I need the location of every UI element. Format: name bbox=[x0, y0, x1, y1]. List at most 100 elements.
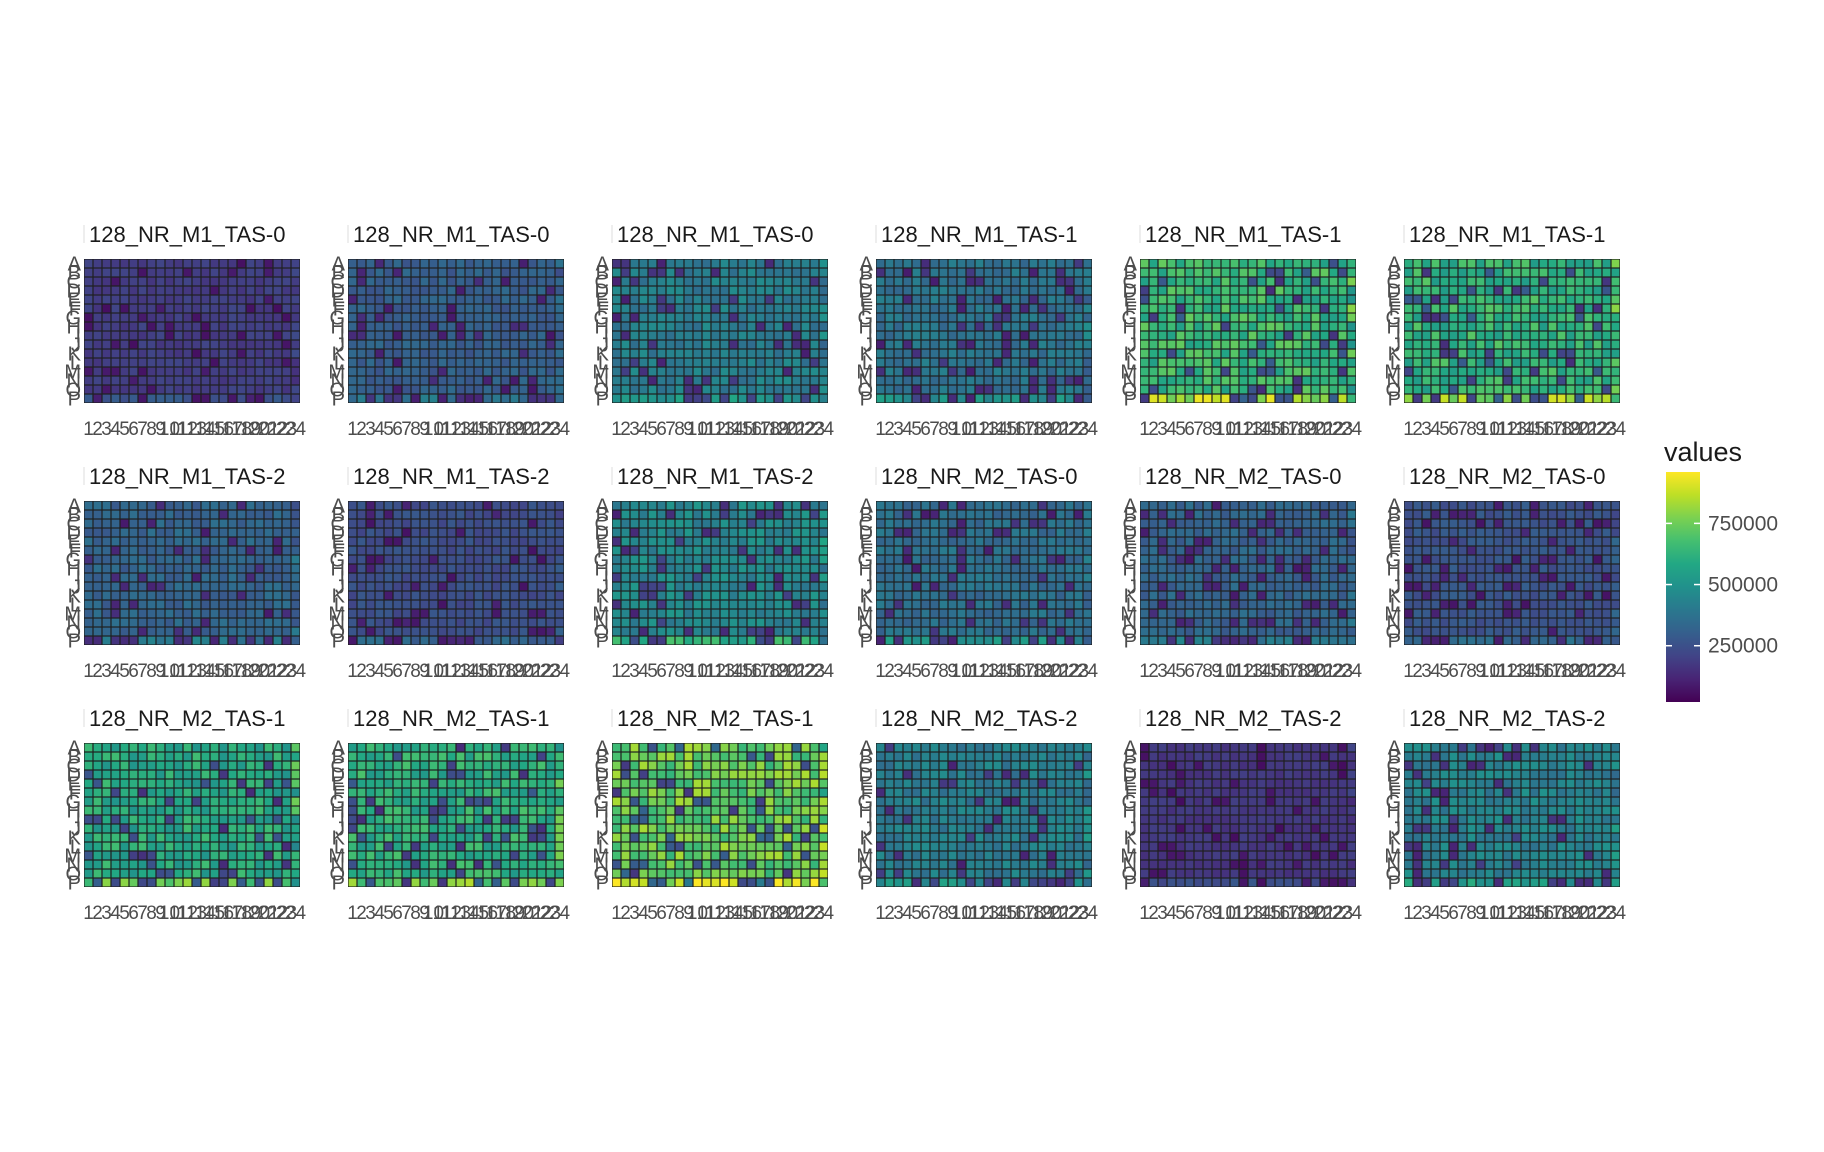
heatmap-cell bbox=[510, 367, 519, 376]
heatmap-cell bbox=[348, 367, 357, 376]
heatmap-cell bbox=[393, 636, 402, 645]
heatmap-cell bbox=[510, 546, 519, 555]
heatmap-cell bbox=[702, 385, 711, 394]
heatmap-cell bbox=[147, 277, 156, 286]
heatmap-cell bbox=[219, 295, 228, 304]
heatmap-cell bbox=[456, 546, 465, 555]
column-tick-label: 16 bbox=[477, 419, 498, 440]
heatmap-cell bbox=[903, 349, 912, 358]
heatmap-cell bbox=[765, 331, 774, 340]
heatmap-cell bbox=[273, 268, 282, 277]
heatmap-cell bbox=[411, 394, 420, 403]
heatmap-cell bbox=[975, 573, 984, 582]
heatmap-cell bbox=[630, 358, 639, 367]
heatmap-cell bbox=[1239, 304, 1248, 313]
heatmap-cell bbox=[1257, 295, 1266, 304]
column-tick-label: 4 bbox=[902, 419, 913, 440]
heatmap-cell bbox=[738, 537, 747, 546]
heatmap-cell bbox=[1074, 519, 1083, 528]
heatmap-cell bbox=[729, 367, 738, 376]
row-tick-label: B bbox=[860, 505, 873, 527]
heatmap-cell bbox=[393, 268, 402, 277]
heatmap-cell bbox=[1266, 582, 1275, 591]
heatmap-cell bbox=[885, 618, 894, 627]
row-tick-label: N bbox=[331, 613, 345, 635]
column-tick-label: 17 bbox=[750, 661, 771, 682]
heatmap-cell bbox=[291, 349, 300, 358]
heatmap-cell bbox=[192, 376, 201, 385]
heatmap-cell bbox=[210, 600, 219, 609]
heatmap-cell bbox=[885, 322, 894, 331]
heatmap-cell bbox=[1485, 304, 1494, 313]
heatmap-cell bbox=[630, 331, 639, 340]
heatmap-cell bbox=[666, 591, 675, 600]
heatmap-cell bbox=[876, 268, 885, 277]
heatmap-cell bbox=[903, 385, 912, 394]
heatmap-cell bbox=[273, 537, 282, 546]
heatmap-cell bbox=[810, 546, 819, 555]
heatmap-cell bbox=[1503, 519, 1512, 528]
heatmap-cell bbox=[1503, 600, 1512, 609]
column-tick-label: 16 bbox=[1005, 661, 1026, 682]
heatmap-cell bbox=[1440, 268, 1449, 277]
heatmap-cell bbox=[429, 636, 438, 645]
heatmap-cell bbox=[447, 376, 456, 385]
heatmap-cell bbox=[357, 322, 366, 331]
heatmap-cell bbox=[1020, 313, 1029, 322]
heatmap-cell bbox=[1029, 277, 1038, 286]
heatmap-cell bbox=[1248, 358, 1257, 367]
heatmap-cell bbox=[138, 322, 147, 331]
heatmap-cell bbox=[1149, 609, 1158, 618]
heatmap-cell bbox=[1257, 546, 1266, 555]
heatmap-cell bbox=[939, 609, 948, 618]
heatmap-cell bbox=[1485, 331, 1494, 340]
heatmap-cell bbox=[894, 367, 903, 376]
heatmap-cell bbox=[156, 340, 165, 349]
heatmap-cell bbox=[1320, 376, 1329, 385]
heatmap-cell bbox=[1347, 277, 1356, 286]
row-tick-label: I bbox=[75, 326, 81, 348]
heatmap-cell bbox=[138, 609, 147, 618]
heatmap-cell bbox=[747, 501, 756, 510]
heatmap-cell bbox=[291, 627, 300, 636]
heatmap-cell bbox=[93, 519, 102, 528]
heatmap-cell bbox=[474, 582, 483, 591]
heatmap-cell bbox=[1338, 385, 1347, 394]
heatmap-cell bbox=[273, 313, 282, 322]
heatmap-cell bbox=[738, 501, 747, 510]
heatmap-cell bbox=[966, 609, 975, 618]
heatmap-cell bbox=[93, 268, 102, 277]
heatmap-cell bbox=[1548, 349, 1557, 358]
heatmap-cell bbox=[1557, 537, 1566, 546]
heatmap-cell bbox=[1347, 322, 1356, 331]
column-tick-label: 9 bbox=[947, 419, 958, 440]
heatmap-cell bbox=[1575, 582, 1584, 591]
heatmap-cell bbox=[1140, 573, 1149, 582]
heatmap-cell bbox=[693, 268, 702, 277]
heatmap-cell bbox=[621, 295, 630, 304]
heatmap-cell bbox=[156, 519, 165, 528]
heatmap-cell bbox=[1512, 582, 1521, 591]
heatmap-cell bbox=[1212, 322, 1221, 331]
heatmap-cell bbox=[630, 304, 639, 313]
column-tick-label: 10 bbox=[951, 419, 972, 440]
heatmap-cell bbox=[1431, 564, 1440, 573]
heatmap-cell bbox=[84, 259, 93, 268]
heatmap-cell bbox=[756, 259, 765, 268]
heatmap-cell bbox=[810, 304, 819, 313]
heatmap-cell bbox=[156, 286, 165, 295]
heatmap-cell bbox=[1029, 394, 1038, 403]
heatmap-cell bbox=[1266, 394, 1275, 403]
heatmap-cell bbox=[201, 600, 210, 609]
heatmap-cell bbox=[894, 573, 903, 582]
heatmap-cell bbox=[792, 501, 801, 510]
heatmap-cell bbox=[546, 358, 555, 367]
heatmap-cell bbox=[966, 358, 975, 367]
heatmap-cell bbox=[957, 340, 966, 349]
heatmap-cell bbox=[411, 340, 420, 349]
heatmap-cell bbox=[1593, 510, 1602, 519]
heatmap-cell bbox=[1056, 573, 1065, 582]
heatmap-cell bbox=[1293, 322, 1302, 331]
heatmap-cell bbox=[1230, 627, 1239, 636]
heatmap-cell bbox=[1011, 546, 1020, 555]
